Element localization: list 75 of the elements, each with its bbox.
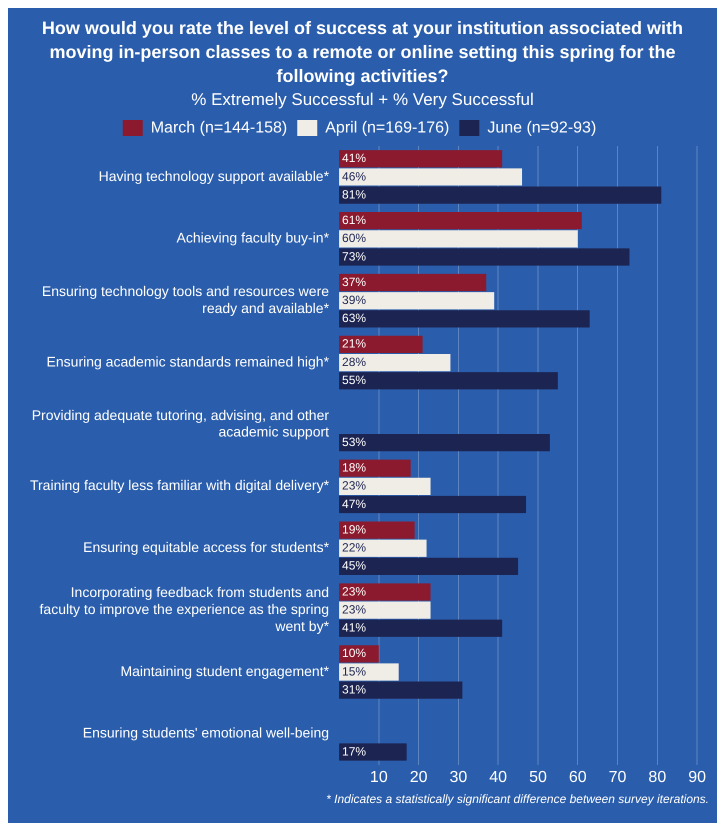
bar	[339, 372, 558, 390]
data-label: 53%	[342, 434, 366, 449]
legend-label: April (n=169-176)	[325, 119, 450, 136]
y-tick-label: Ensuring academic standards remained high*	[46, 353, 330, 370]
y-tick-label: Ensuring equitable access for students*	[83, 539, 330, 556]
bar	[339, 434, 550, 452]
legend-label: March (n=144-158)	[150, 119, 288, 136]
y-tick-label: Having technology support available*	[98, 168, 330, 184]
data-label: 81%	[342, 187, 366, 202]
bar	[339, 540, 427, 557]
data-label: 28%	[342, 354, 366, 369]
data-label: 45%	[342, 558, 366, 573]
x-tick-label: 60	[568, 768, 587, 786]
data-label: 41%	[342, 151, 366, 166]
data-label: 23%	[342, 602, 366, 616]
chart-title: How would you rate the level of success at your institution associated with moving in-person classes to a remote or online setting this spring for the following activities?	[40, 17, 684, 88]
x-tick-label: 80	[648, 768, 666, 786]
data-label: 10%	[342, 646, 366, 660]
bar	[339, 336, 423, 354]
data-label: 60%	[342, 231, 366, 246]
bar	[339, 558, 518, 575]
data-label: 22%	[342, 540, 366, 555]
y-tick-label: Ensuring technology tools and resources were ready and available*	[42, 283, 330, 316]
bar	[339, 310, 590, 328]
x-tick-label: 20	[410, 768, 428, 786]
data-label: 31%	[342, 682, 366, 696]
data-label: 23%	[342, 584, 366, 598]
data-label: 15%	[342, 664, 366, 678]
bar	[339, 186, 662, 204]
bar	[339, 230, 578, 248]
bar	[339, 620, 502, 637]
y-tick-label: Training faculty less familiar with digital delivery*	[30, 477, 330, 494]
data-label: 61%	[342, 212, 366, 227]
bar	[339, 601, 431, 619]
bar	[339, 292, 494, 310]
x-tick-label: 30	[449, 768, 468, 786]
data-label: 55%	[342, 373, 366, 388]
data-label: 39%	[342, 293, 366, 308]
data-label: 19%	[342, 522, 366, 536]
data-label: 37%	[342, 274, 366, 289]
bar	[339, 682, 462, 699]
data-label: 18%	[342, 460, 366, 474]
bar	[339, 478, 431, 495]
data-label: 73%	[342, 249, 366, 264]
x-tick-label: 40	[489, 768, 508, 786]
data-label: 46%	[342, 169, 366, 184]
bar	[339, 496, 526, 514]
bar	[339, 212, 582, 230]
bar	[339, 743, 407, 761]
chart-subtitle: % Extremely Successful + % Very Successful	[190, 90, 535, 110]
data-label: 21%	[342, 336, 366, 351]
bar	[339, 168, 522, 186]
bar	[339, 521, 415, 539]
y-tick-label: Maintaining student engagement*	[120, 662, 330, 679]
data-label: 47%	[342, 496, 366, 511]
text: * Indicates a statistically significant difference between survey iterations.	[325, 792, 709, 806]
y-tick-label: Achieving faculty buy-in*	[176, 230, 330, 246]
bar	[339, 460, 411, 477]
bar	[339, 274, 486, 292]
data-label: 63%	[342, 311, 366, 326]
bar	[339, 583, 431, 601]
x-tick-label: 10	[370, 768, 388, 786]
x-tick-label: 90	[688, 768, 706, 786]
y-tick-label: Providing adequate tutoring, advising, and other academic support	[32, 406, 330, 440]
data-label: 23%	[342, 478, 366, 493]
bar	[339, 150, 502, 168]
data-label: 17%	[342, 744, 366, 758]
y-tick-label: Ensuring students' emotional well-being	[82, 724, 330, 741]
data-label: 41%	[342, 620, 366, 635]
bar	[339, 354, 450, 372]
y-tick-label: Incorporating feedback from students and faculty to improve the experience as the spring went by*	[40, 584, 330, 634]
bar	[339, 248, 630, 266]
legend-label: June (n=92-93)	[487, 119, 596, 136]
x-tick-label: 70	[608, 768, 627, 786]
x-tick-label: 50	[529, 768, 547, 786]
